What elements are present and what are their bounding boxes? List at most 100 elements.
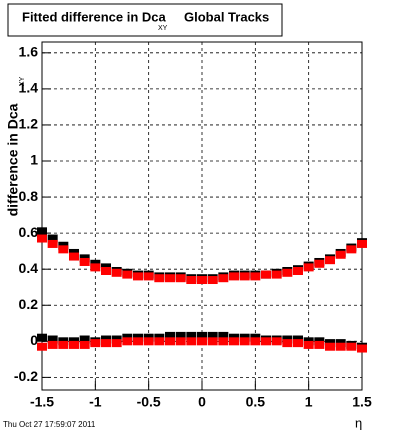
marker [79, 335, 90, 344]
marker [335, 250, 346, 259]
marker [154, 337, 165, 346]
marker [314, 340, 325, 349]
marker [90, 263, 101, 272]
marker [69, 252, 79, 261]
marker [346, 245, 357, 254]
y-tick-label: 0.2 [19, 296, 39, 312]
marker [250, 272, 261, 281]
marker [175, 274, 186, 283]
marker [69, 340, 79, 349]
marker [293, 339, 303, 348]
title-subscript: XY [158, 25, 168, 32]
y-label-subscript: XY [19, 76, 26, 86]
marker [47, 239, 58, 248]
y-tick-label: 1.4 [19, 80, 39, 96]
marker [165, 337, 175, 346]
marker [47, 234, 58, 243]
marker [186, 276, 197, 285]
marker [133, 337, 143, 346]
marker [357, 239, 367, 248]
marker [47, 335, 58, 344]
marker [229, 272, 239, 281]
marker [37, 342, 47, 351]
marker [37, 234, 47, 243]
marker [282, 339, 293, 348]
title-box [7, 3, 283, 37]
marker [111, 339, 122, 348]
marker [325, 342, 335, 351]
marker [79, 257, 90, 266]
marker [197, 276, 207, 285]
marker [271, 337, 282, 346]
y-tick-label: -0.2 [14, 368, 38, 384]
marker [122, 337, 133, 346]
marker [207, 276, 218, 285]
marker [175, 331, 186, 340]
x-tick-label: 1 [305, 394, 313, 410]
x-tick-label: -1.5 [30, 394, 54, 410]
marker [143, 272, 154, 281]
x-tick-label: 1.5 [352, 394, 372, 410]
marker [101, 266, 111, 275]
marker [154, 274, 165, 283]
y-axis-label: difference in Dca [5, 103, 21, 216]
marker [335, 342, 346, 351]
marker [239, 272, 250, 281]
marker [357, 344, 367, 353]
y-tick-label: 0.8 [19, 188, 39, 204]
marker [37, 333, 47, 342]
marker [293, 266, 303, 275]
y-tick-label: 1.2 [19, 116, 39, 132]
marker [186, 337, 197, 346]
marker [207, 331, 218, 340]
marker [58, 340, 69, 349]
marker [239, 337, 250, 346]
marker [133, 272, 143, 281]
marker [79, 340, 90, 349]
marker [90, 339, 101, 348]
plot-frame [41, 41, 363, 391]
marker [303, 263, 314, 272]
marker [197, 331, 207, 340]
marker [218, 337, 229, 346]
marker [207, 337, 218, 346]
y-tick-label: 1.6 [19, 44, 39, 60]
y-tick-label: 0 [30, 332, 38, 348]
marker [58, 245, 69, 254]
chart-title: Fitted difference in Dca [22, 9, 167, 24]
y-tick-label: 0.6 [19, 224, 39, 240]
marker [197, 337, 207, 346]
marker [47, 340, 58, 349]
marker [165, 274, 175, 283]
x-tick-label: 0.5 [246, 394, 266, 410]
marker [122, 270, 133, 279]
marker [325, 256, 335, 265]
marker [101, 339, 111, 348]
marker [218, 274, 229, 283]
timestamp: Thu Oct 27 17:59:07 2011 [3, 420, 96, 429]
marker [218, 331, 229, 340]
marker [37, 227, 47, 236]
marker [261, 270, 271, 279]
marker [346, 342, 357, 351]
marker [314, 259, 325, 268]
y-tick-label: 1 [30, 152, 38, 168]
marker [143, 337, 154, 346]
marker [111, 268, 122, 277]
marker [229, 337, 239, 346]
marker [165, 331, 175, 340]
title-suffix: Global Tracks [184, 9, 269, 24]
x-axis-label: η [355, 415, 362, 430]
marker [282, 268, 293, 277]
y-label-group: difference in Dca XY [5, 76, 26, 216]
marker [250, 337, 261, 346]
x-tick-label: 0 [198, 394, 206, 410]
marker [261, 337, 271, 346]
marker [303, 340, 314, 349]
x-tick-label: -1 [89, 394, 102, 410]
marker [186, 331, 197, 340]
marker [175, 337, 186, 346]
x-tick-label: -0.5 [137, 394, 161, 410]
y-tick-label: 0.4 [19, 260, 39, 276]
